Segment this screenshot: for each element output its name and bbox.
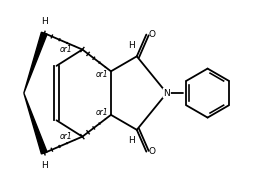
- Text: or1: or1: [96, 108, 109, 117]
- Text: or1: or1: [59, 45, 72, 54]
- Text: O: O: [148, 147, 155, 156]
- Polygon shape: [24, 93, 47, 154]
- Text: H: H: [41, 17, 48, 26]
- Text: or1: or1: [96, 70, 109, 78]
- Text: H: H: [128, 136, 135, 145]
- Text: N: N: [163, 89, 170, 98]
- Polygon shape: [24, 32, 47, 93]
- Text: O: O: [148, 30, 155, 39]
- Text: or1: or1: [59, 132, 72, 141]
- Text: H: H: [128, 41, 135, 50]
- Text: H: H: [41, 161, 48, 170]
